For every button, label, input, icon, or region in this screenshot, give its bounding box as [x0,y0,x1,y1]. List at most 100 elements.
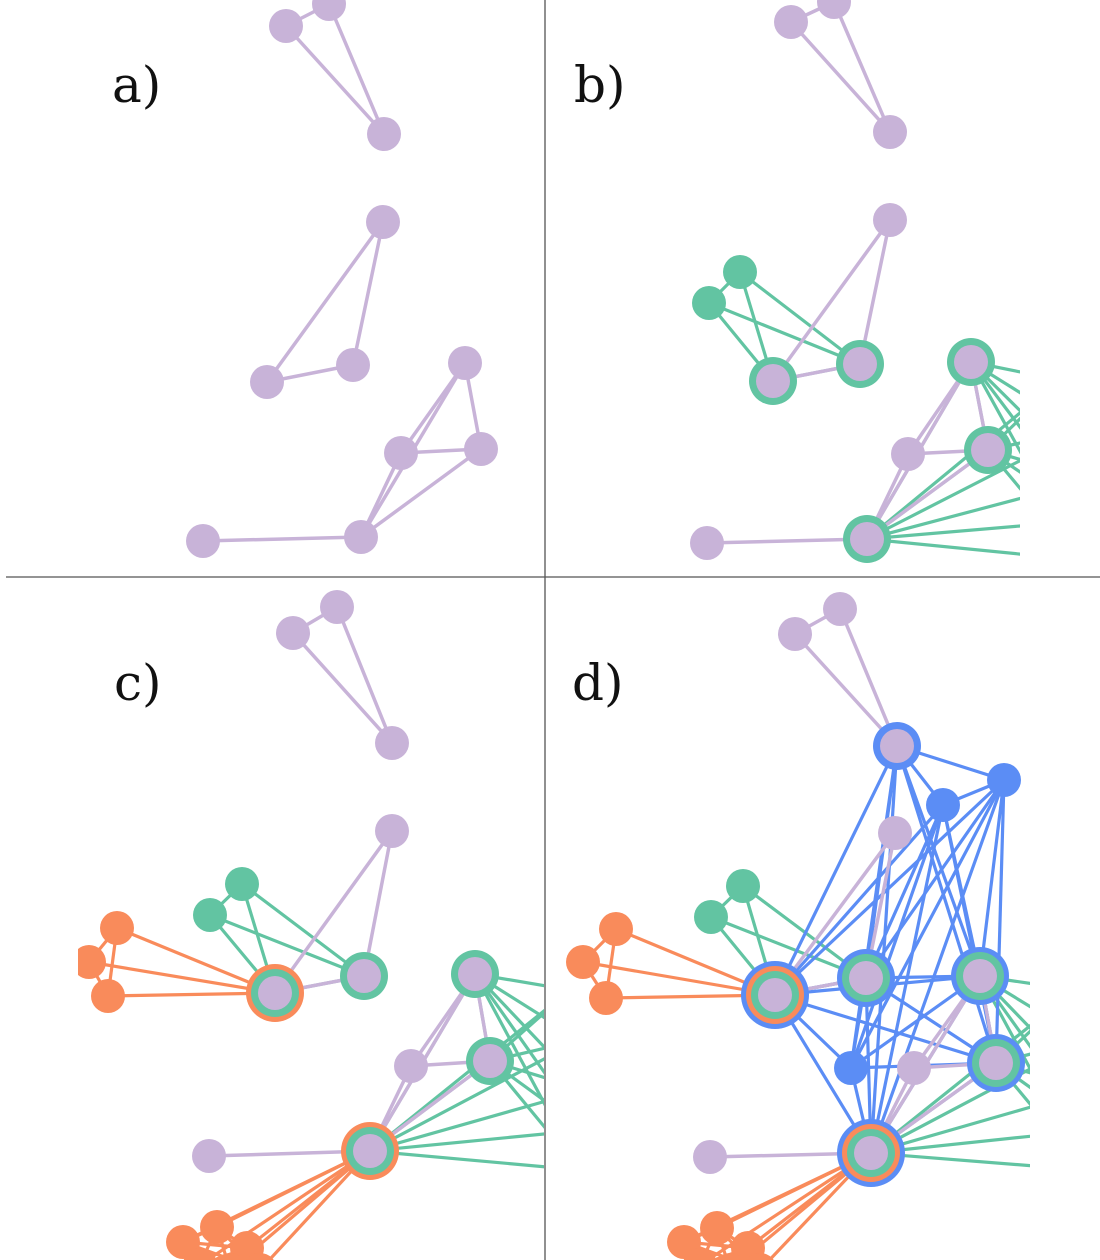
base-edge [265,220,385,384]
community-node-green [1063,543,1097,577]
community-edge-green [708,301,861,366]
community-edge-green [870,1105,1030,1155]
community-node-orange [216,1253,244,1260]
community-edge-green [870,1151,1030,1168]
community-edge-green [1075,990,1090,1130]
community-node-green [1073,463,1100,497]
community-node-green [1068,1153,1100,1187]
community-edge-green [369,1149,544,1169]
graph-node [448,346,482,380]
community-edge-green [570,990,585,1130]
community-node-green [723,255,757,289]
community-node-green [568,1113,602,1147]
community-edge-blue [773,745,899,996]
community-edge-green [473,972,544,1050]
community-edge-blue [849,779,1006,1069]
graph-node [344,520,378,554]
community-edge-green [369,1057,544,1153]
base-edge [335,606,394,744]
graph-node [963,959,997,993]
community-edge-blue [773,803,945,997]
community-node-green [1058,973,1092,1007]
panel-c [78,590,602,1260]
graph-node [971,433,1005,467]
community-edge-green [241,882,365,978]
graph-node [312,0,346,21]
graph-node [954,345,988,379]
graph-node [774,5,808,39]
community-edge-green [866,537,1020,556]
graph-node [276,616,310,650]
community-edge-blue [869,779,1006,1154]
community-edge-green [1085,1040,1090,1090]
community-edge-green [1060,380,1090,520]
panel-d [566,592,1100,1260]
panel-b [690,0,1100,577]
community-edge-green [1075,990,1085,1040]
graph-node [854,1136,888,1170]
community-edge-green [1075,990,1085,1170]
community-edge-green [1085,1130,1090,1170]
community-edge-blue [864,804,945,979]
community-edge-green [580,1130,585,1170]
community-edge-blue [895,745,998,1064]
community-edge-green [870,1067,1030,1155]
edges-a [202,2,483,543]
community-node-blue [834,1051,868,1085]
panel-label-c: c) [114,654,162,712]
community-edge-blue [869,804,945,1154]
graph-node [186,524,220,558]
graph-node [693,1140,727,1174]
community-edge-green [1060,380,1090,480]
base-edge [865,448,990,541]
graph-node [849,961,883,995]
community-edge-green [570,990,585,1090]
community-node-orange [731,1231,765,1260]
community-node-orange [700,1211,734,1245]
community-node-blue [926,788,960,822]
community-edge-green [969,360,1020,413]
nodes-b [690,0,1100,577]
community-edge-blue [774,993,997,1065]
graph-node [367,117,401,151]
community-edge-blue [978,779,1006,977]
nodes-a [186,0,498,558]
community-edge-green [739,270,861,366]
graph-node [823,592,857,626]
graph-node [394,1049,428,1083]
community-edge-green [570,990,580,1040]
community-node-orange [200,1210,234,1244]
community-edge-blue [773,778,1006,997]
graph-node [843,347,877,381]
community-node-blue [987,763,1021,797]
community-edge-green [580,1040,585,1090]
graph-node [873,203,907,237]
community-edge-green [866,458,1020,541]
community-edge-green [580,1090,585,1170]
base-edge [789,20,892,134]
community-node-green [726,869,760,903]
graph-node [850,522,884,556]
community-edge-green [1085,1090,1090,1170]
graph-node [979,1046,1013,1080]
community-node-orange [683,1248,717,1260]
community-edge-green [570,990,580,1170]
community-node-orange [716,1253,744,1260]
base-edge [351,221,385,366]
base-edge [858,219,892,365]
community-edge-green [866,524,1020,541]
community-node-green [563,1023,597,1057]
graph-node [375,814,409,848]
graph-node [897,1051,931,1085]
community-node-green [1073,503,1100,537]
community-edge-blue [864,779,1006,979]
base-edge [291,631,394,745]
community-node-green [1073,1113,1100,1147]
graph-node [269,9,303,43]
graph-node [473,1044,507,1078]
community-node-orange [100,911,134,945]
base-edge [284,24,386,136]
community-node-orange [91,979,125,1013]
graph-node [891,437,925,471]
community-node-green [694,900,728,934]
